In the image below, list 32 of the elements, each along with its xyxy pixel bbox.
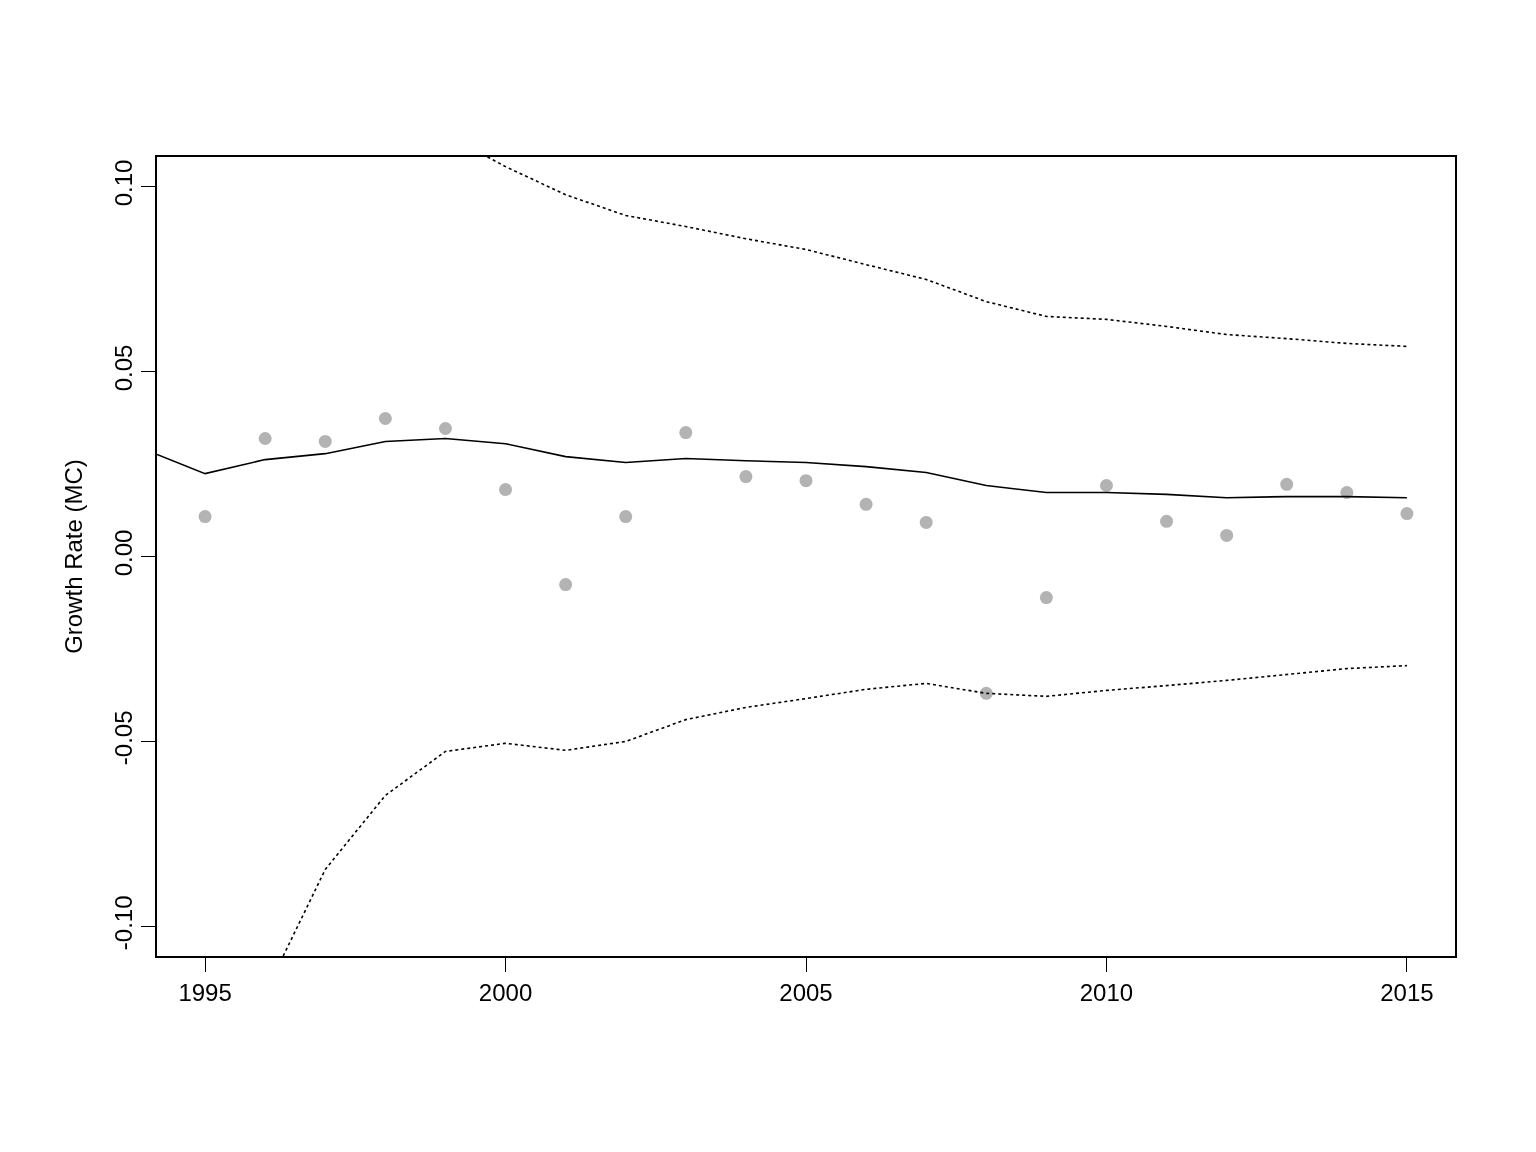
point — [979, 686, 993, 700]
y-tick-label: 0.10 — [109, 159, 137, 207]
point — [559, 578, 573, 592]
point — [1280, 477, 1294, 491]
point — [499, 483, 513, 497]
y-axis-title: Growth Rate (MC) — [60, 459, 88, 654]
y-tick-label: 0.00 — [109, 529, 137, 577]
point — [1400, 507, 1414, 521]
point — [258, 432, 272, 445]
point — [679, 426, 693, 440]
point — [619, 510, 633, 524]
y-tick-label: 0.05 — [109, 344, 137, 392]
y-tick-label: -0.05 — [109, 710, 137, 766]
point — [799, 474, 813, 488]
point — [438, 422, 452, 435]
x-tick-label: 2005 — [779, 978, 833, 1006]
point — [378, 412, 392, 426]
point — [859, 497, 873, 511]
point — [739, 470, 753, 484]
x-tick-label: 1995 — [178, 978, 232, 1006]
y-tick-label: -0.10 — [109, 895, 137, 951]
point — [1220, 528, 1234, 542]
x-tick-label: 2010 — [1079, 978, 1134, 1006]
point — [919, 515, 933, 529]
point — [318, 434, 332, 448]
point — [1160, 514, 1174, 528]
point — [198, 510, 212, 524]
point — [1039, 591, 1053, 605]
point — [1099, 478, 1113, 492]
x-tick-label: 2000 — [478, 978, 533, 1006]
point — [1340, 486, 1354, 499]
x-tick-label: 2015 — [1380, 978, 1434, 1006]
